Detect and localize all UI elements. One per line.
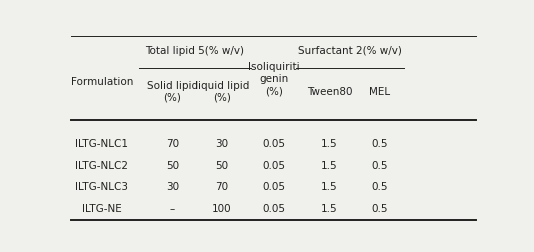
Text: 0.5: 0.5: [371, 181, 388, 192]
Text: 0.05: 0.05: [262, 160, 285, 170]
Text: ILTG-NLC3: ILTG-NLC3: [75, 181, 129, 192]
Text: Surfactant 2(% w/v): Surfactant 2(% w/v): [299, 46, 402, 56]
Text: 0.5: 0.5: [371, 203, 388, 213]
Text: MEL: MEL: [368, 86, 390, 96]
Text: 1.5: 1.5: [321, 181, 338, 192]
Text: 100: 100: [212, 203, 232, 213]
Text: 0.5: 0.5: [371, 139, 388, 149]
Text: ILTG-NLC1: ILTG-NLC1: [75, 139, 129, 149]
Text: 0.05: 0.05: [262, 181, 285, 192]
Text: Formulation: Formulation: [70, 77, 133, 87]
Text: Isoliquiriti
genin
(%): Isoliquiriti genin (%): [248, 61, 300, 96]
Text: 0.05: 0.05: [262, 203, 285, 213]
Text: 70: 70: [166, 139, 179, 149]
Text: ILTG-NLC2: ILTG-NLC2: [75, 160, 129, 170]
Text: 50: 50: [166, 160, 179, 170]
Text: ILTG-NE: ILTG-NE: [82, 203, 122, 213]
Text: 30: 30: [166, 181, 179, 192]
Text: liquid lipid
(%): liquid lipid (%): [195, 80, 249, 103]
Text: 1.5: 1.5: [321, 139, 338, 149]
Text: Solid lipid
(%): Solid lipid (%): [147, 80, 198, 103]
Text: 70: 70: [215, 181, 229, 192]
Text: 1.5: 1.5: [321, 160, 338, 170]
Text: Tween80: Tween80: [307, 86, 352, 96]
Text: 30: 30: [215, 139, 229, 149]
Text: –: –: [170, 203, 175, 213]
Text: 0.5: 0.5: [371, 160, 388, 170]
Text: 0.05: 0.05: [262, 139, 285, 149]
Text: 1.5: 1.5: [321, 203, 338, 213]
Text: Total lipid 5(% w/v): Total lipid 5(% w/v): [146, 46, 245, 56]
Text: 50: 50: [215, 160, 229, 170]
